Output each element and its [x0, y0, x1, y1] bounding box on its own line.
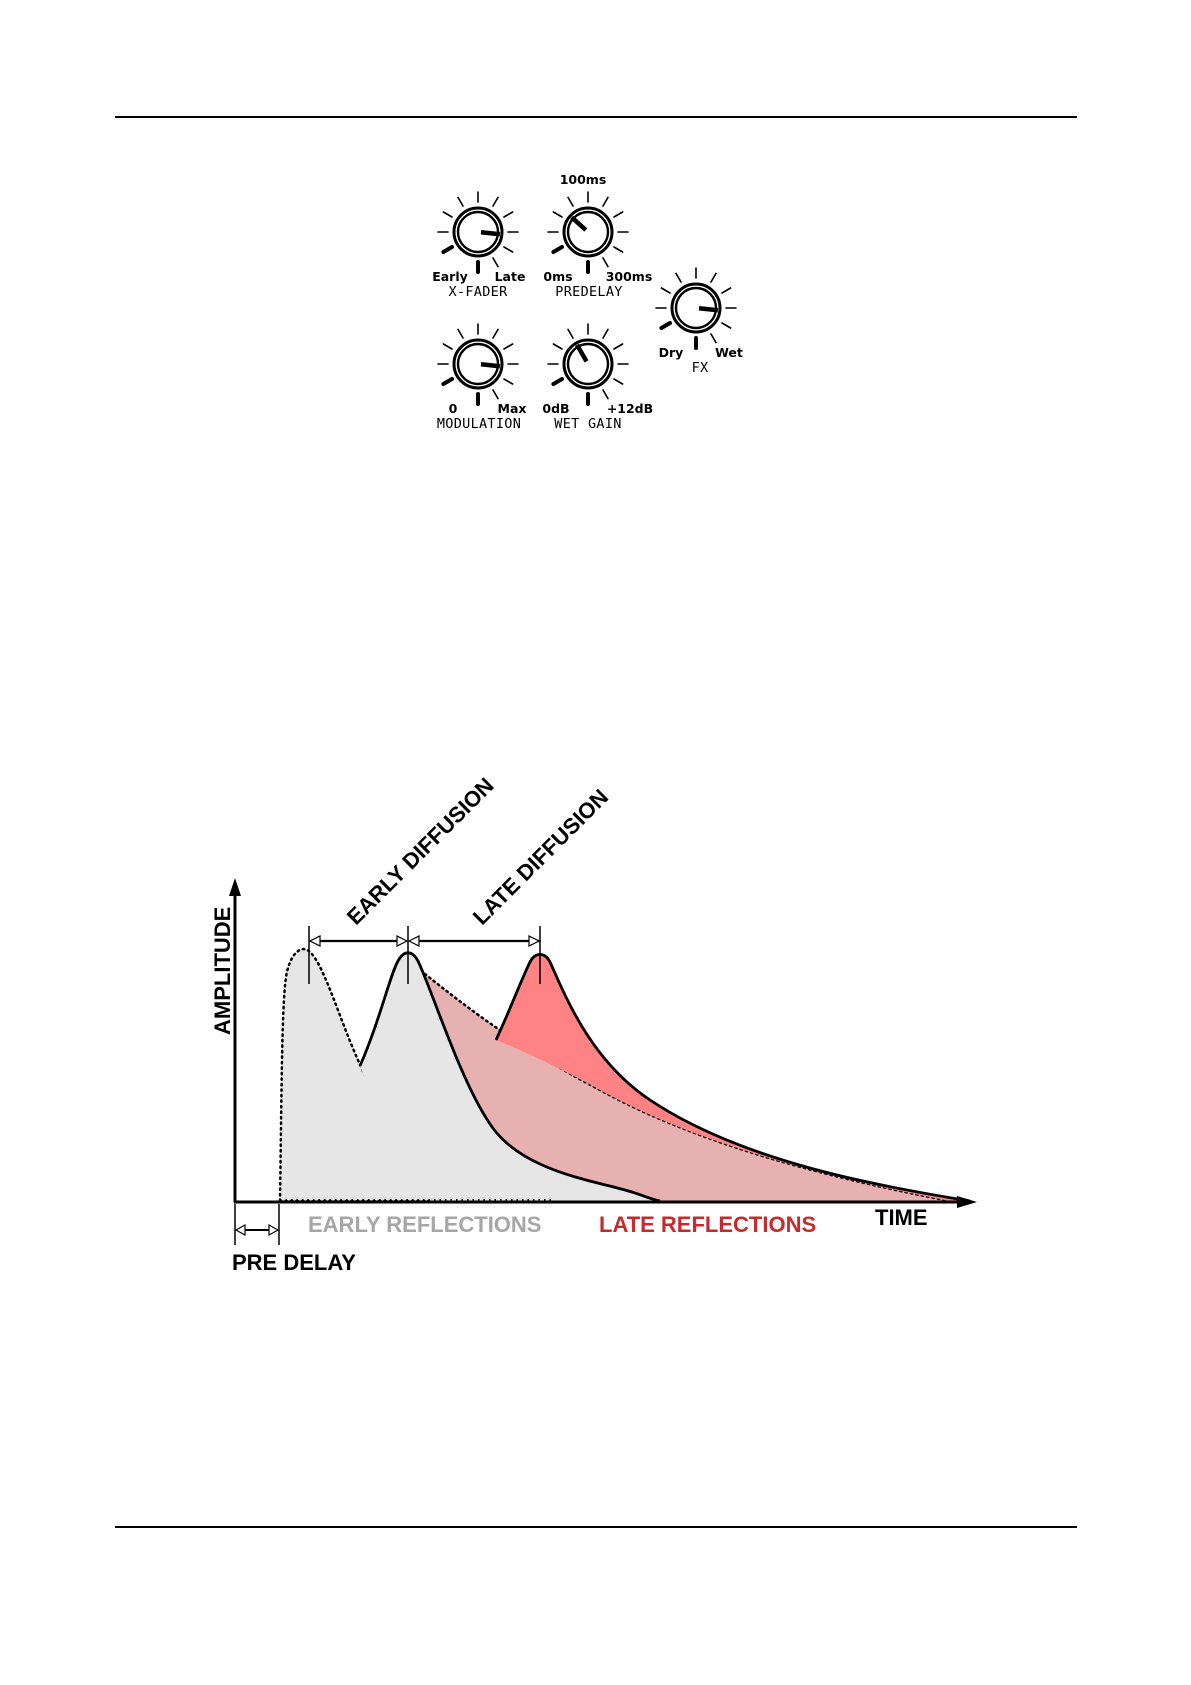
x-fader-knob[interactable] — [437, 191, 519, 274]
scale-tick — [602, 196, 609, 207]
scale-tick — [613, 343, 624, 350]
scale-tick — [613, 211, 624, 218]
scale-tick — [552, 343, 563, 350]
knob-pointer — [698, 306, 719, 313]
knob-pointer — [480, 230, 501, 237]
knob-cap — [566, 342, 610, 386]
early-diffusion-left-arrow — [308, 935, 321, 947]
early-diffusion-area — [360, 952, 660, 1201]
scale-tick — [503, 343, 514, 350]
scale-tick — [492, 196, 499, 207]
late-diffusion-left-arrow — [407, 935, 420, 947]
wet-gain-right-label: +12dB — [607, 401, 653, 416]
scale-tick — [659, 321, 672, 330]
scale-tick — [675, 272, 682, 283]
early-diffusion-outline — [358, 951, 661, 1203]
scale-tick — [457, 196, 464, 207]
predelay-name: PREDELAY — [555, 284, 622, 300]
scale-tick — [503, 378, 514, 385]
overlap-area — [425, 974, 950, 1201]
fx-name: FX — [692, 360, 709, 376]
scale-tick — [721, 322, 732, 329]
y-axis-arrowhead — [229, 878, 241, 896]
scale-tick — [492, 389, 499, 400]
late-reflections-label: LATE REFLECTIONS — [599, 1212, 816, 1237]
pre-delay-right-arrow — [268, 1223, 280, 1237]
scale-tick — [503, 246, 514, 253]
knob-pointer — [480, 362, 501, 369]
scale-tick — [602, 257, 609, 268]
amplitude-label: AMPLITUDE — [210, 907, 235, 1035]
scale-tick — [710, 333, 717, 344]
predelay-knob[interactable] — [547, 191, 629, 274]
late-reflections-area — [496, 954, 970, 1201]
scale-tick — [721, 287, 732, 294]
fx-right-label: Wet — [715, 345, 743, 360]
scale-tick — [602, 389, 609, 400]
fx-left-label: Dry — [659, 345, 684, 360]
scale-tick — [442, 343, 453, 350]
scale-tick — [492, 257, 499, 268]
time-label: TIME — [875, 1205, 928, 1230]
modulation-right-label: Max — [498, 401, 527, 416]
x-fader-right-label: Late — [495, 269, 526, 284]
header-rule — [115, 116, 1077, 118]
scale-tick — [441, 377, 454, 386]
scale-tick — [710, 272, 717, 283]
early-reflections-label: EARLY REFLECTIONS — [308, 1212, 541, 1237]
knob-pointer — [570, 215, 588, 232]
wet-gain-knob[interactable] — [547, 323, 629, 406]
modulation-left-label: 0 — [449, 401, 458, 416]
scale-tick — [442, 211, 453, 218]
x-fader-left-label: Early — [432, 269, 468, 284]
x-axis-arrowhead — [957, 1196, 977, 1208]
pre-delay-left-arrow — [234, 1223, 246, 1237]
scale-tick — [552, 211, 563, 218]
scale-tick — [441, 245, 454, 254]
scale-tick — [660, 287, 671, 294]
scale-tick — [567, 328, 574, 339]
scale-tick — [503, 211, 514, 218]
scale-tick — [567, 196, 574, 207]
scale-tick — [551, 377, 564, 386]
modulation-name: MODULATION — [437, 416, 521, 432]
pre-delay-label: PRE DELAY — [232, 1250, 356, 1275]
wet-gain-name: WET GAIN — [554, 416, 621, 432]
late-diffusion-label: LATE DIFFUSION — [468, 784, 613, 929]
wet-gain-left-label: 0dB — [542, 401, 569, 416]
scale-tick — [551, 245, 564, 254]
predelay-right-label: 300ms — [606, 269, 653, 284]
footer-rule — [115, 1526, 1077, 1528]
scale-tick — [492, 328, 499, 339]
predelay-top-label: 100ms — [560, 172, 607, 187]
knob-panel: 100ms Early Late X-FADER 0ms 300ms PREDE… — [432, 172, 743, 432]
scale-tick — [457, 328, 464, 339]
scale-tick — [613, 246, 624, 253]
x-fader-name: X-FADER — [449, 284, 509, 300]
scale-tick — [613, 378, 624, 385]
late-reflections-outline — [494, 953, 971, 1203]
knob-pointer — [575, 343, 589, 363]
early-diffusion-right-arrow — [396, 935, 409, 947]
fx-knob[interactable] — [655, 267, 737, 350]
predelay-left-label: 0ms — [543, 269, 572, 284]
scale-tick — [602, 328, 609, 339]
late-diffusion-right-arrow — [528, 935, 541, 947]
modulation-knob[interactable] — [437, 323, 519, 406]
